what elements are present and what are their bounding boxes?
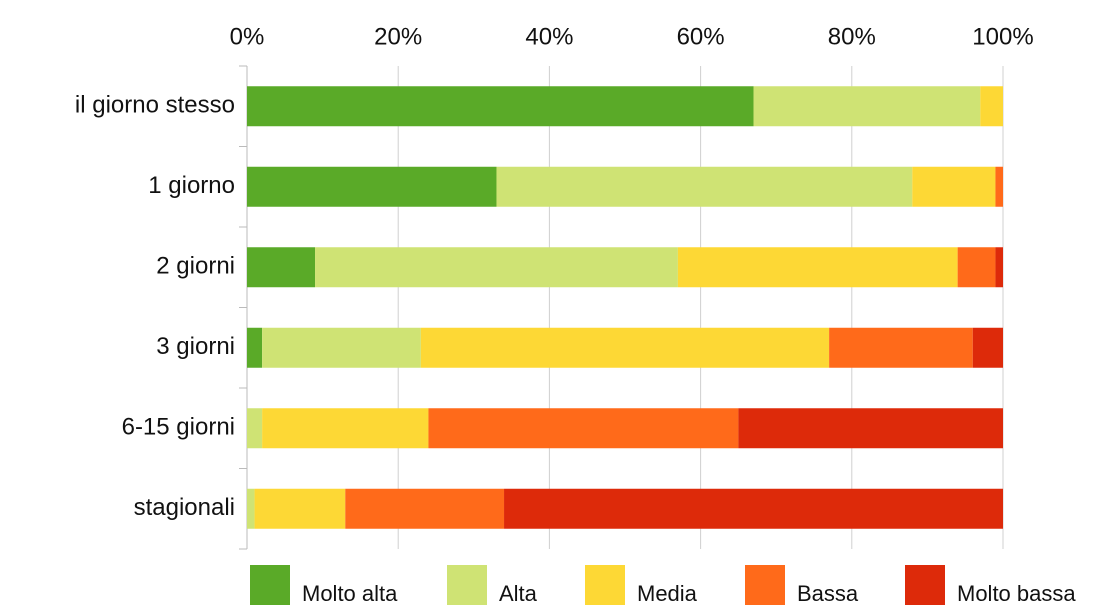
x-tick-label: 60% xyxy=(677,23,725,50)
bar-segment xyxy=(247,86,754,127)
bar-segment xyxy=(247,408,263,449)
bar-segment xyxy=(829,327,973,368)
bar-segment xyxy=(980,86,1003,127)
bar-segment xyxy=(972,327,1003,368)
legend-label: Bassa xyxy=(797,581,859,606)
x-tick-label: 0% xyxy=(230,23,265,50)
legend-label: Molto alta xyxy=(302,581,398,606)
y-tick-label: il giorno stesso xyxy=(75,92,235,119)
y-tick-label: stagionali xyxy=(134,494,235,521)
bar-segment xyxy=(262,327,421,368)
bar-segment xyxy=(957,247,996,288)
x-tick-label: 100% xyxy=(972,23,1033,50)
legend-swatch xyxy=(745,565,785,605)
bar-segment xyxy=(738,408,1003,449)
bar-segment xyxy=(912,166,996,207)
y-tick-label: 2 giorni xyxy=(156,253,235,280)
bar-segment xyxy=(995,247,1003,288)
legend-label: Molto bassa xyxy=(957,581,1076,606)
y-tick-label: 3 giorni xyxy=(156,333,235,360)
legend-swatch xyxy=(447,565,487,605)
legend-swatch xyxy=(585,565,625,605)
bar-segment xyxy=(262,408,429,449)
x-tick-label: 20% xyxy=(374,23,422,50)
legend-swatch xyxy=(905,565,945,605)
bar-segment xyxy=(254,488,346,529)
y-tick-label: 6-15 giorni xyxy=(122,414,235,441)
x-tick-label: 80% xyxy=(828,23,876,50)
bar-segment xyxy=(753,86,981,127)
bar-segment xyxy=(345,488,505,529)
legend-label: Alta xyxy=(499,581,538,606)
bar-segment xyxy=(247,327,263,368)
bar-segment xyxy=(247,488,255,529)
bar-segment xyxy=(995,166,1003,207)
bar-segment xyxy=(677,247,958,288)
bar-segment xyxy=(247,166,497,207)
bar-segment xyxy=(420,327,830,368)
legend-label: Media xyxy=(637,581,698,606)
bar-segment xyxy=(247,247,316,288)
x-tick-label: 40% xyxy=(525,23,573,50)
bar-segment xyxy=(504,488,1003,529)
bar-segment xyxy=(496,166,913,207)
legend-swatch xyxy=(250,565,290,605)
bar-segment xyxy=(315,247,678,288)
y-tick-label: 1 giorno xyxy=(148,172,235,199)
bar-segment xyxy=(428,408,739,449)
